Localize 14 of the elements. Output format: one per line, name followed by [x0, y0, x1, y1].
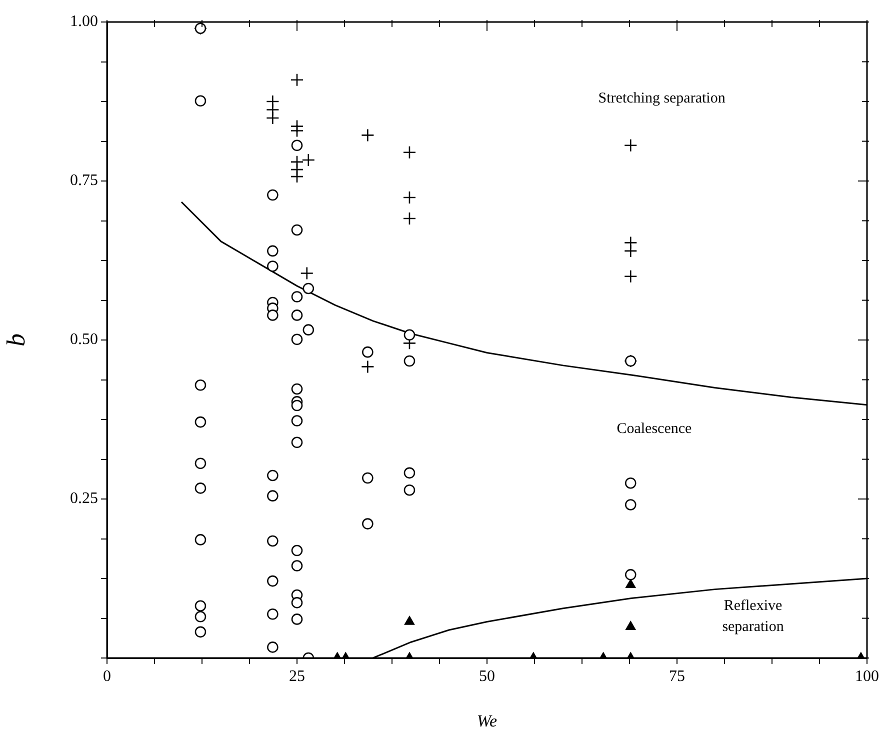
x-tick-label: 75	[669, 668, 685, 685]
y-tick-label: 1.00	[70, 13, 98, 30]
annotation: Reflexive separation	[722, 598, 784, 636]
annotation: Stretching separation	[598, 90, 726, 106]
x-tick-label: 25	[289, 668, 305, 685]
x-tick-label: 0	[103, 668, 111, 685]
y-tick-label: 0.75	[70, 172, 98, 190]
x-tick-label: 50	[479, 668, 495, 685]
y-tick-label: 0.25	[70, 490, 98, 508]
x-tick-label: 100	[855, 668, 879, 685]
y-axis-title: b	[1, 334, 30, 346]
x-axis-title: We	[476, 711, 498, 730]
y-tick-label: 0.50	[70, 331, 98, 348]
annotation: Coalescence	[616, 420, 692, 437]
